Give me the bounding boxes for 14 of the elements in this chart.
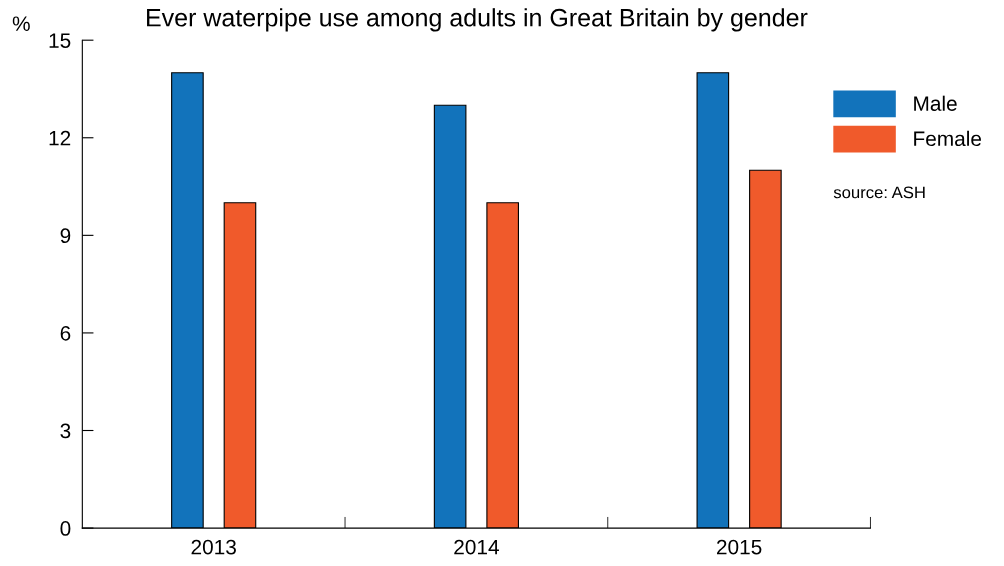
- y-axis-title: %: [12, 16, 30, 31]
- x-tick-label: 2015: [716, 539, 762, 555]
- y-tick-label: 0: [60, 521, 71, 536]
- x-tick-label: 2013: [191, 539, 236, 555]
- y-tick-label: 12: [49, 130, 71, 146]
- legend-label: Male: [914, 95, 957, 111]
- annotation: source: ASH: [833, 186, 925, 199]
- chart-title: Ever waterpipe use among adults in Great Britain by gender: [147, 8, 808, 32]
- y-tick-label: 6: [60, 325, 71, 341]
- y-tick-label: 15: [49, 33, 71, 48]
- y-tick-label: 9: [60, 228, 71, 244]
- x-tick-label: 2014: [454, 539, 499, 555]
- legend-label: Female: [914, 130, 982, 147]
- y-tick-label: 3: [60, 423, 71, 439]
